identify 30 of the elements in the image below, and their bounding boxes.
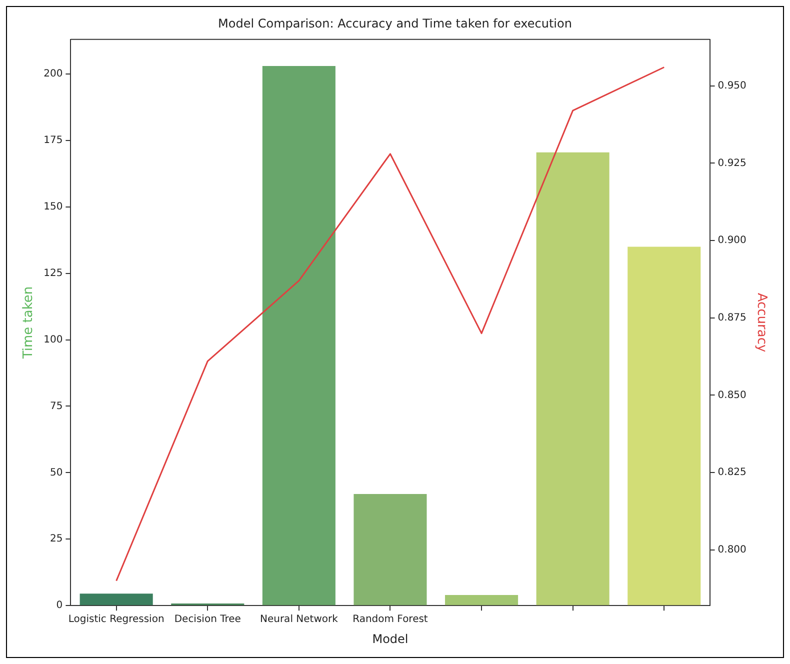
y-tick-label: 75 — [50, 400, 63, 412]
y2-tick-label: 0.950 — [718, 80, 746, 92]
y2-tick-label: 0.875 — [718, 312, 746, 324]
x-axis-title: Model — [372, 632, 408, 646]
y-tick-label: 125 — [44, 268, 63, 279]
bar — [536, 152, 610, 606]
y-tick-label: 0 — [56, 600, 63, 612]
y-tick-label: 25 — [50, 534, 63, 545]
bar — [80, 594, 153, 606]
y2-tick-label: 0.925 — [718, 158, 746, 169]
x-tick-label: Random Forest — [352, 614, 428, 626]
y-tick-label: 50 — [50, 467, 63, 478]
x-tick-label: Logistic Regression — [68, 614, 164, 626]
y2-tick-label: 0.900 — [718, 235, 746, 246]
y2-axis-title: Accuracy — [754, 292, 769, 352]
y-tick-label: 175 — [44, 135, 63, 146]
chart-title: Model Comparison: Accuracy and Time taken for execution — [218, 16, 572, 30]
x-tick-label: Neural Network — [260, 614, 338, 626]
y-tick-label: 150 — [44, 201, 63, 212]
y2-tick-label: 0.800 — [718, 544, 746, 556]
y2-tick-label: 0.850 — [718, 390, 746, 401]
y-axis-title: Time taken — [21, 286, 36, 360]
bar — [354, 494, 427, 606]
y-tick-label: 100 — [44, 334, 63, 346]
bar — [262, 66, 336, 606]
bar — [628, 246, 701, 606]
x-tick-label: Decision Tree — [174, 614, 241, 626]
bar — [445, 594, 518, 606]
y2-tick-label: 0.825 — [718, 467, 746, 478]
y-tick-label: 200 — [44, 68, 63, 80]
